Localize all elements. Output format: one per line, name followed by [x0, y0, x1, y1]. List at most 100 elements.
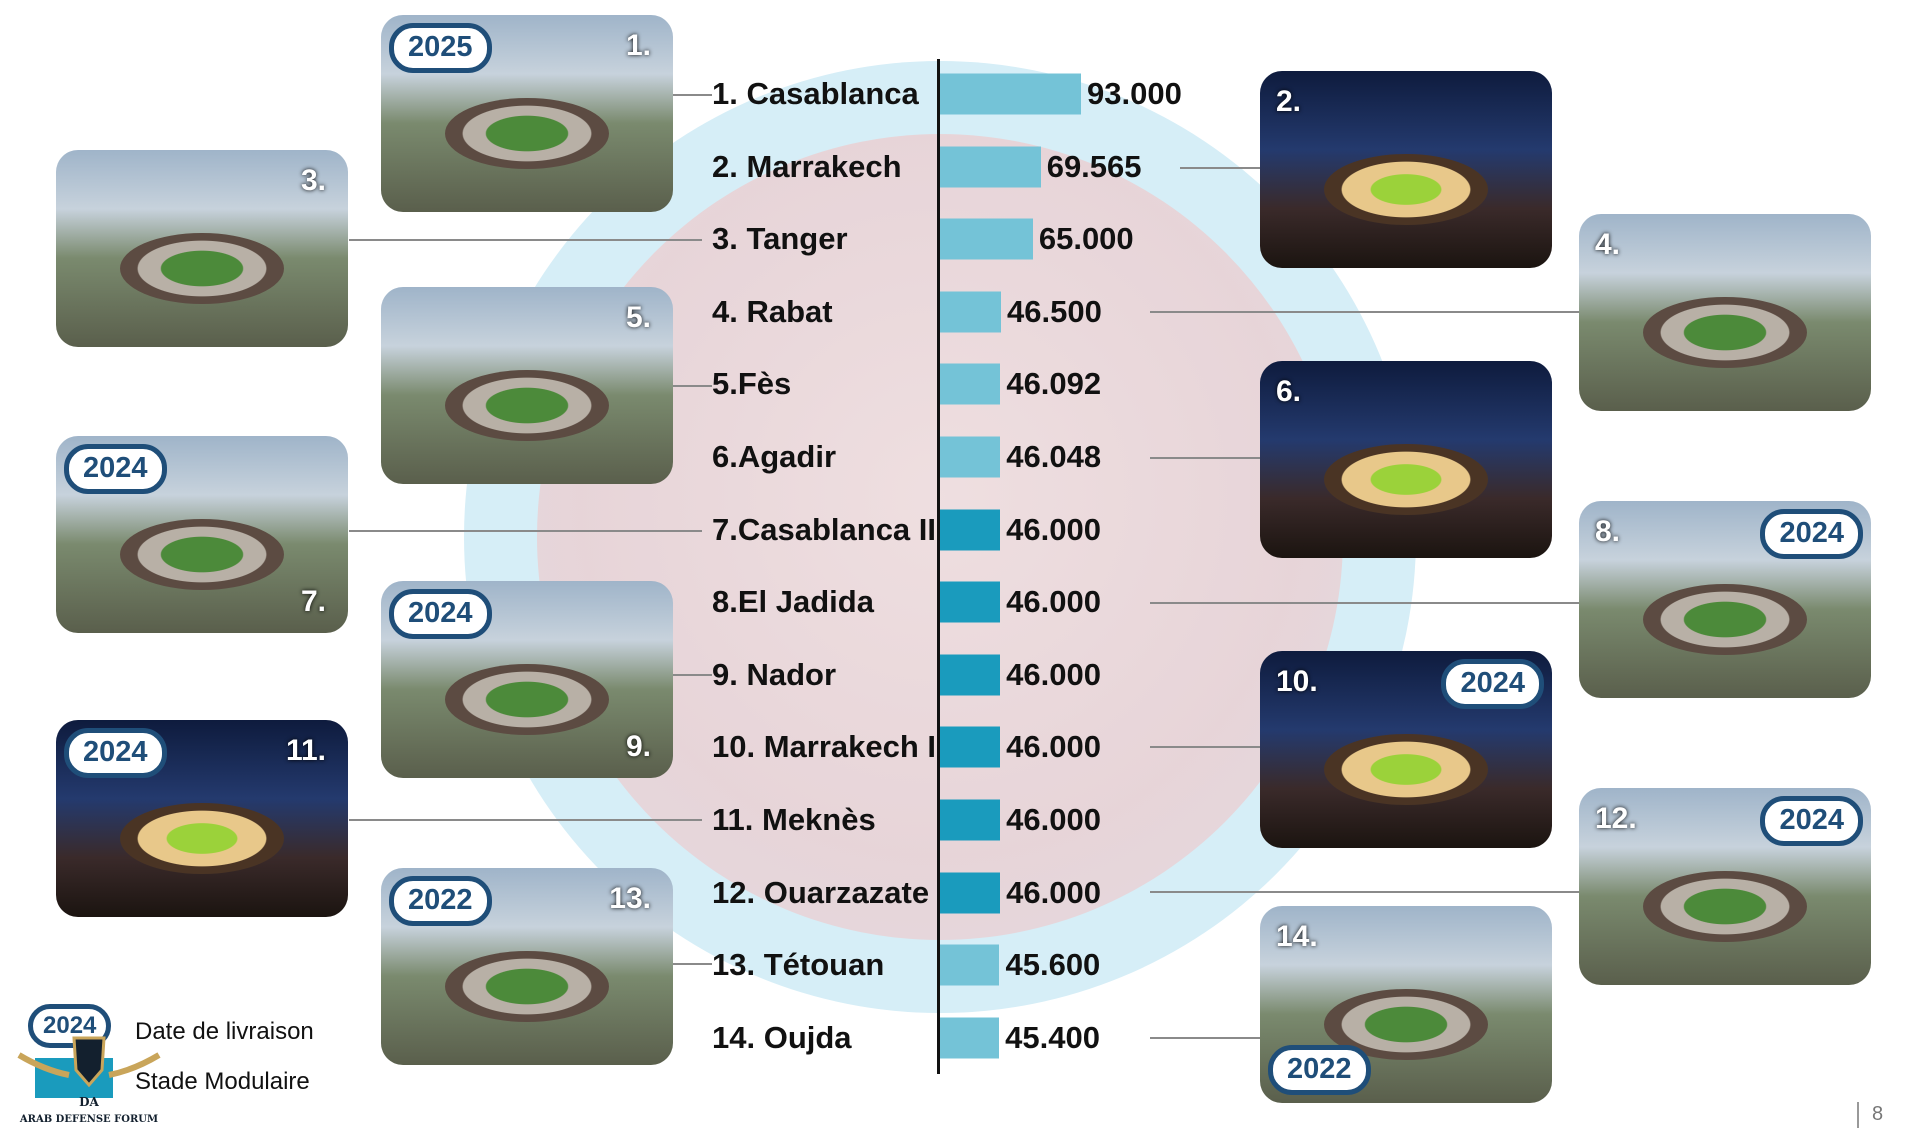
bar-label: 4. Rabat — [712, 293, 833, 329]
bar-value-label: 46.500 — [1007, 293, 1102, 329]
stadium-number: 13. — [609, 882, 651, 915]
stadium-number: 7. — [300, 585, 326, 618]
stadium-image — [1324, 153, 1488, 225]
bar-value-label: 46.000 — [1006, 656, 1101, 692]
delivery-year-badge: 2024 — [1760, 509, 1863, 559]
delivery-year-badge: 2024 — [64, 728, 167, 778]
bar — [940, 799, 1001, 841]
bar-value-label: 93.000 — [1087, 76, 1182, 111]
stadium-image — [1324, 443, 1488, 515]
bar-value-label: 46.000 — [1006, 874, 1101, 910]
stadium-image — [120, 802, 284, 874]
stadium-number: 11. — [285, 734, 326, 767]
bar-label: 3. Tanger — [712, 221, 848, 257]
connector-line — [1150, 311, 1579, 313]
bar-label: 8.El Jadida — [712, 584, 874, 620]
delivery-year-badge: 2024 — [64, 444, 167, 494]
bar — [940, 726, 1001, 768]
bar — [940, 218, 1033, 260]
stadium-photo: 14. 2022 — [1260, 906, 1552, 1103]
stadium-image — [1643, 296, 1807, 368]
bar-label: 14. Oujda — [712, 1019, 852, 1055]
page-number: 8 — [1872, 1103, 1884, 1125]
bar-value-label: 65.000 — [1038, 221, 1134, 257]
bar-label: 7.Casablanca II — [712, 511, 937, 547]
stadium-number: 1. — [625, 29, 651, 62]
stadium-photo: 7. 2024 — [56, 436, 348, 633]
connector-line — [349, 530, 702, 532]
bar — [940, 363, 1001, 405]
bar-label: 12. Ouarzazate — [712, 874, 930, 910]
bar-value-label: 45.600 — [1005, 947, 1101, 983]
stadium-photo: 11. 2024 — [56, 720, 348, 917]
stadium-image — [445, 97, 609, 169]
bar-label: 9. Nador — [712, 656, 837, 692]
stadium-number: 12. — [1595, 802, 1637, 835]
delivery-year-badge: 2024 — [1760, 796, 1863, 846]
delivery-year-badge: 2024 — [1441, 659, 1544, 709]
bar-label: 2. Marrakech — [712, 148, 902, 184]
stadium-image — [1643, 583, 1807, 655]
connector-line — [1150, 457, 1260, 459]
page-separator — [1857, 1102, 1859, 1128]
bar — [940, 509, 1001, 551]
bar — [940, 581, 1001, 623]
stadium-photo: 12. 2024 — [1579, 788, 1871, 985]
delivery-year-badge: 2022 — [1268, 1045, 1371, 1095]
stadium-image — [445, 950, 609, 1022]
delivery-year-badge: 2024 — [389, 589, 492, 639]
bar-label: 11. Meknès — [712, 802, 876, 837]
connector-line — [673, 963, 712, 965]
legend-date-label: Date de livraison — [135, 1018, 314, 1045]
stadium-photo: 2. — [1260, 71, 1552, 268]
stadium-image — [1643, 870, 1807, 942]
stadium-photo: 6. — [1260, 361, 1552, 558]
stadium-image — [120, 518, 284, 590]
stadium-number: 4. — [1595, 228, 1621, 261]
bar — [940, 436, 1001, 478]
stadium-image — [1324, 733, 1488, 805]
bar — [940, 1017, 1000, 1059]
stadium-photo: 13. 2022 — [381, 868, 673, 1065]
stadium-number: 6. — [1276, 375, 1302, 408]
connector-line — [1150, 602, 1579, 604]
bar-value-label: 46.092 — [1006, 366, 1102, 402]
bar-value-label: 46.000 — [1006, 729, 1101, 765]
stadium-number: 2. — [1276, 85, 1302, 118]
bar — [940, 291, 1002, 333]
bar — [940, 146, 1041, 188]
stadium-photo: 8. 2024 — [1579, 501, 1871, 698]
delivery-year-badge: 2025 — [389, 23, 492, 73]
stadium-photo: 3. — [56, 150, 348, 347]
bar — [940, 944, 1000, 986]
arab-defense-forum-logo: DA ARAB DEFENSE FORUM — [17, 1036, 161, 1125]
chart-axis — [937, 59, 940, 1074]
stadium-image — [445, 369, 609, 441]
connector-line — [673, 674, 712, 676]
bar-value-label: 46.000 — [1006, 511, 1101, 547]
bar-value-label: 46.048 — [1006, 439, 1102, 474]
stadium-photo: 4. — [1579, 214, 1871, 411]
connector-line — [673, 94, 712, 96]
stadium-number: 10. — [1276, 665, 1318, 698]
stadium-image — [445, 663, 609, 735]
bar-label: 6.Agadir — [712, 439, 837, 474]
stadium-photo: 10. 2024 — [1260, 651, 1552, 848]
bar-label: 10. Marrakech II — [712, 729, 945, 765]
connector-line — [673, 385, 712, 387]
connector-line — [349, 819, 702, 821]
stadium-photo: 5. — [381, 287, 673, 484]
bar-value-label: 45.400 — [1005, 1019, 1100, 1055]
connector-line — [1150, 891, 1579, 893]
connector-line — [349, 239, 702, 241]
svg-text:ARAB DEFENSE FORUM: ARAB DEFENSE FORUM — [19, 1114, 158, 1125]
stadium-number: 8. — [1595, 515, 1621, 548]
stadium-number: 3. — [300, 164, 326, 197]
bar-value-label: 69.565 — [1046, 148, 1142, 184]
stadium-photo: 1. 2025 — [381, 15, 673, 212]
delivery-year-badge: 2022 — [389, 876, 492, 926]
bar-label: 1. Casablanca — [712, 76, 919, 111]
connector-line — [1150, 1037, 1260, 1039]
svg-text:DA: DA — [79, 1095, 99, 1109]
stadium-photo: 9. 2024 — [381, 581, 673, 778]
